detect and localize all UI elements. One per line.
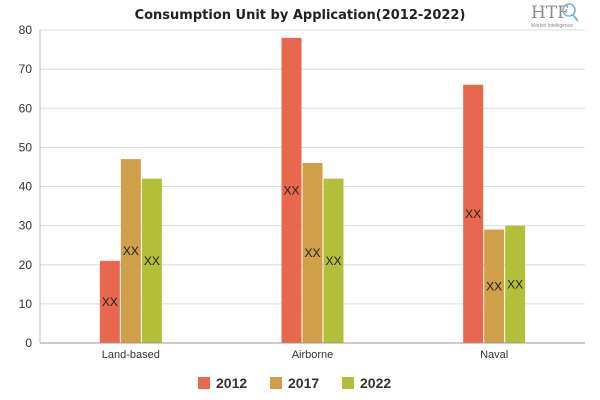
y-tick-label: 50 [19, 140, 33, 154]
y-tick-label: 70 [19, 62, 33, 76]
legend-item-2012[interactable]: 2012 [198, 375, 247, 391]
data-label: XX [283, 183, 299, 197]
bar-airborne-2012 [281, 37, 302, 343]
y-tick-label: 20 [19, 258, 33, 272]
y-tick-label: 80 [19, 23, 33, 37]
y-tick-label: 40 [19, 180, 33, 194]
legend-label: 2022 [360, 375, 391, 391]
bar-land-based-2022 [141, 178, 162, 343]
legend-item-2022[interactable]: 2022 [342, 375, 391, 391]
bar-airborne-2017 [302, 163, 323, 343]
bar-land-based-2017 [120, 159, 141, 343]
legend-item-2017[interactable]: 2017 [270, 375, 319, 391]
data-label: XX [486, 279, 502, 293]
data-label: XX [325, 254, 341, 268]
data-label: XX [144, 254, 160, 268]
legend-swatch [270, 377, 282, 389]
magnifier-globe-icon [562, 3, 579, 22]
y-axis: 0 10 20 30 40 50 60 70 80 [19, 23, 33, 350]
data-label: XX [123, 244, 139, 258]
x-axis: Land-based Airborne Naval [39, 30, 585, 361]
bar-airborne-2022 [323, 178, 344, 343]
legend-label: 2012 [216, 375, 247, 391]
data-label: XX [507, 277, 523, 291]
bar-land-based-2012 [99, 260, 120, 343]
y-tick-label: 10 [19, 297, 33, 311]
logo-text: HTF [531, 3, 569, 23]
legend-swatch [342, 377, 354, 389]
bar-naval-2017 [484, 229, 505, 343]
x-tick-label: Naval [480, 349, 508, 361]
chart-title: Consumption Unit by Application(2012-202… [135, 8, 466, 23]
bar-naval-2012 [463, 84, 484, 344]
y-tick-label: 60 [19, 101, 33, 115]
bars [99, 37, 526, 344]
y-tick-label: 0 [25, 336, 32, 350]
data-label: XX [102, 295, 118, 309]
bar-naval-2022 [505, 225, 526, 343]
x-tick-label: Airborne [292, 349, 334, 361]
data-labels: XX XX XX XX XX XX XX XX XX [102, 183, 523, 309]
htf-logo: HTF Market Intelligence [531, 3, 579, 29]
legend-label: 2017 [288, 375, 319, 391]
y-tick-label: 30 [19, 219, 33, 233]
data-label: XX [465, 207, 481, 221]
legend: 2012 2017 2022 [198, 375, 391, 391]
legend-swatch [198, 377, 210, 389]
logo-subtitle: Market Intelligence [531, 23, 573, 29]
data-label: XX [304, 246, 320, 260]
x-tick-label: Land-based [102, 349, 160, 361]
